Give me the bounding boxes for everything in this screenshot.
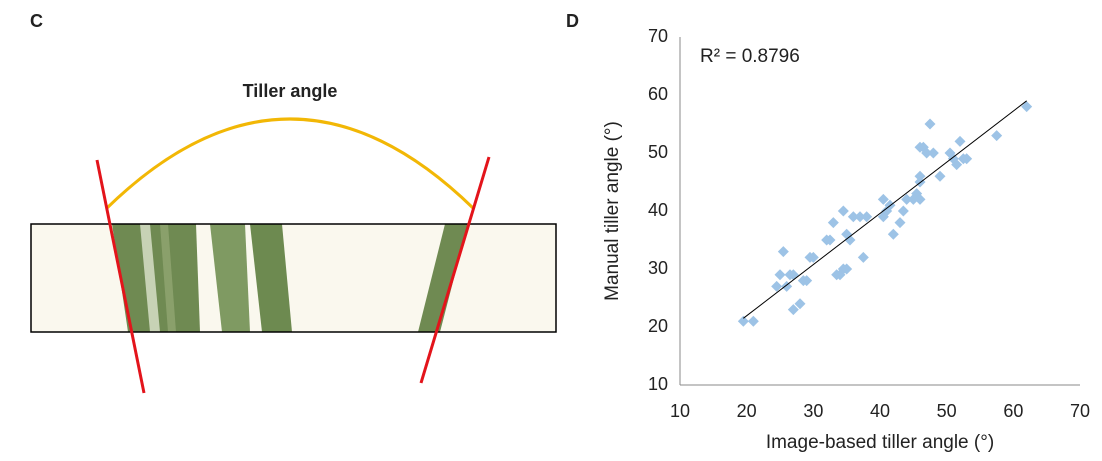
data-point bbox=[747, 315, 759, 327]
x-tick-label: 30 bbox=[803, 401, 823, 421]
data-point bbox=[787, 304, 799, 316]
data-point bbox=[861, 211, 873, 223]
data-point bbox=[794, 298, 806, 310]
image-frame bbox=[30, 223, 557, 333]
data-point bbox=[921, 147, 933, 159]
data-point bbox=[887, 228, 899, 240]
data-point bbox=[737, 315, 749, 327]
data-point bbox=[914, 170, 926, 182]
right-tiller-line bbox=[419, 156, 491, 384]
data-point bbox=[961, 153, 973, 165]
x-tick-label: 60 bbox=[1003, 401, 1023, 421]
data-point bbox=[774, 269, 786, 281]
data-point bbox=[1021, 101, 1033, 113]
x-tick-label: 50 bbox=[937, 401, 957, 421]
y-tick-label: 10 bbox=[648, 374, 668, 394]
data-point bbox=[827, 217, 839, 229]
data-point bbox=[914, 193, 926, 205]
x-tick-label: 20 bbox=[737, 401, 757, 421]
data-point bbox=[857, 251, 869, 263]
data-point bbox=[777, 246, 789, 258]
data-point bbox=[837, 205, 849, 217]
left-tiller-line bbox=[95, 159, 146, 394]
data-point bbox=[781, 280, 793, 292]
data-point bbox=[894, 217, 906, 229]
x-tick-label: 10 bbox=[670, 401, 690, 421]
y-tick-label: 40 bbox=[648, 200, 668, 220]
data-point bbox=[807, 251, 819, 263]
y-tick-label: 70 bbox=[648, 26, 668, 46]
data-point bbox=[934, 170, 946, 182]
data-point bbox=[927, 147, 939, 159]
x-tick-label: 40 bbox=[870, 401, 890, 421]
x-axis-title: Image-based tiller angle (°) bbox=[766, 432, 994, 453]
data-point bbox=[877, 193, 889, 205]
data-point bbox=[801, 275, 813, 287]
y-axis-title: Manual tiller angle (°) bbox=[602, 121, 623, 301]
data-point bbox=[844, 234, 856, 246]
y-tick-label: 30 bbox=[648, 258, 668, 278]
y-tick-label: 20 bbox=[648, 316, 668, 336]
plant-image bbox=[31, 224, 556, 332]
data-point bbox=[951, 159, 963, 171]
data-point bbox=[901, 193, 913, 205]
angle-arc bbox=[105, 117, 475, 210]
data-point bbox=[954, 135, 966, 147]
data-point bbox=[771, 280, 783, 292]
data-point bbox=[841, 263, 853, 275]
data-point bbox=[824, 234, 836, 246]
data-point bbox=[897, 205, 909, 217]
r-squared: R² = 0.8796 bbox=[700, 46, 800, 67]
trendline bbox=[743, 100, 1027, 319]
x-tick-label: 70 bbox=[1070, 401, 1090, 421]
data-point bbox=[847, 211, 859, 223]
panel-label: D bbox=[566, 11, 579, 31]
data-point bbox=[924, 118, 936, 130]
y-tick-label: 60 bbox=[648, 84, 668, 104]
diagram-title: Tiller angle bbox=[243, 81, 338, 101]
y-tick-label: 50 bbox=[648, 142, 668, 162]
data-point bbox=[854, 211, 866, 223]
data-point bbox=[991, 130, 1003, 142]
panel-label: C bbox=[30, 11, 43, 31]
